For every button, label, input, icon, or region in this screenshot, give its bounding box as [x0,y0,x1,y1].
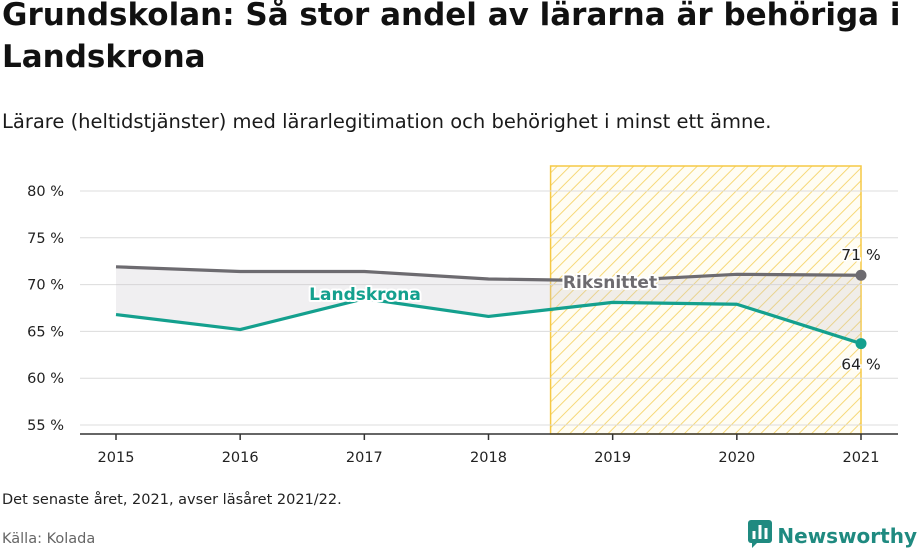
y-tick-label: 75 % [27,231,64,247]
x-tick-label: 2020 [718,450,755,466]
y-tick-label: 65 % [27,324,64,340]
y-tick-label: 70 % [27,278,64,294]
series-line-landskrona [115,297,862,346]
series-endpoint-landskrona [855,338,867,350]
end-value-label: 71 % [841,246,880,264]
brand-name: Newsworthy [777,524,917,548]
x-tick-label: 2018 [470,450,507,466]
series-label-landskrona: Landskrona [309,285,421,305]
bar-chart-speech-bubble-icon [747,519,773,553]
brand-logo: Newsworthy [747,519,917,553]
series-endpoint-riksnittet [855,269,867,281]
chart-title: Grundskolan: Så stor andel av lärarna är… [2,0,901,75]
x-tick-label: 2019 [594,450,631,466]
y-tick-label: 80 % [27,184,64,200]
end-value-label: 64 % [841,356,880,374]
x-tick-label: 2021 [843,450,880,466]
y-tick-label: 60 % [27,371,64,387]
chart-source: Källa: Kolada [2,531,96,547]
line-chart: 55 % 60 % 65 % 70 % 75 % 80 % 2015 2016 2017 2018… [27,165,898,466]
gap-area [116,266,861,344]
chart-note: Det senaste året, 2021, avser läsåret 20… [2,492,342,508]
series-line-riksnittet [115,265,862,283]
series-label-riksnittet: Riksnittet [563,273,657,293]
x-tick-label: 2017 [346,450,383,466]
chart-subtitle: Lärare (heltidstjänster) med lärarlegiti… [2,110,772,133]
y-tick-label: 55 % [27,418,64,434]
highlight-band [549,165,862,435]
x-tick-label: 2016 [222,450,259,466]
x-tick-label: 2015 [98,450,135,466]
